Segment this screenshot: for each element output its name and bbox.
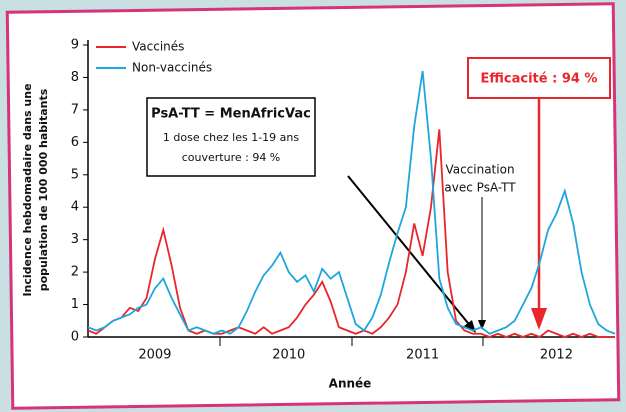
arrowhead (531, 308, 547, 330)
y-tick-label: 8 (71, 70, 79, 85)
y-tick-label: 1 (71, 297, 79, 312)
annotation: PsA-TT = MenAfricVac (151, 107, 311, 122)
annotation: couverture : 94 % (182, 151, 281, 164)
annotation: Vaccination (445, 163, 514, 177)
line-series (87, 70, 616, 335)
line-series (87, 129, 615, 339)
annotation-box (467, 57, 611, 99)
arrowhead (478, 320, 486, 330)
y-tick-label: 9 (71, 38, 79, 53)
y-tick-label: 7 (71, 102, 79, 117)
annotation-box (146, 97, 316, 177)
y-tick-label: 3 (71, 232, 79, 247)
y-label: Incidence hebdomadaire dans une (21, 83, 34, 296)
legend-label: Vaccinés (132, 40, 184, 54)
y-tick-label: 6 (71, 135, 79, 150)
y-tick-label: 2 (71, 265, 79, 280)
annotation: avec PsA-TT (444, 181, 516, 195)
annotation: 1 dose chez les 1-19 ans (163, 131, 299, 144)
y-tick-label: 0 (71, 330, 79, 345)
x-tick-label: 2011 (406, 348, 439, 363)
annotation: Efficacité : 94 % (481, 72, 598, 87)
x-label: Année (329, 377, 372, 391)
y-label: population de 100 000 habitants (37, 88, 50, 291)
y-tick-label: 5 (71, 167, 79, 182)
x-tick-label: 2009 (138, 348, 171, 363)
x-tick-label: 2010 (272, 348, 305, 363)
legend-label: Non-vaccinés (132, 61, 212, 75)
x-tick-label: 2012 (540, 348, 573, 363)
y-tick-label: 4 (71, 200, 79, 215)
